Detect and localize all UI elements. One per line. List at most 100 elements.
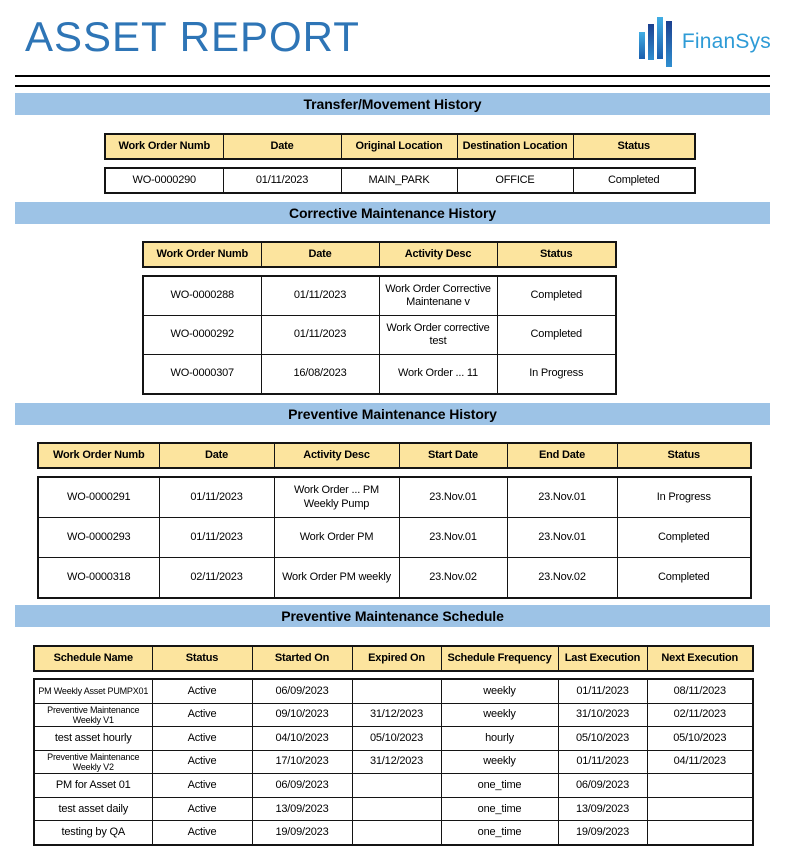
table-cell: 01/11/2023 <box>557 749 648 775</box>
table-row: test asset hourly Active 04/10/2023 05/10/2… <box>33 726 754 751</box>
table-cell: WO-0000290 <box>104 167 224 194</box>
table-cell: 23.Nov.01 <box>506 517 618 558</box>
section-transfer-history: Transfer/Movement History Work Order Num… <box>0 93 785 194</box>
corrective-history-table: Work Order Numb Date Activity Desc Status WO… <box>142 241 617 395</box>
table-cell: WO-0000318 <box>37 557 160 599</box>
table-row: Preventive Maintenance Weekly V2 Active 17… <box>33 749 754 775</box>
table-cell: 09/10/2023 <box>251 702 353 728</box>
table-cell <box>351 820 442 846</box>
corrective-history-banner: Corrective Maintenance History <box>15 202 770 224</box>
table-cell: 02/11/2023 <box>158 557 275 599</box>
table-cell: 01/11/2023 <box>158 476 275 518</box>
finansys-logo: FinanSys <box>638 16 771 68</box>
column-header: Expired On <box>351 645 442 672</box>
section-preventive-history: Preventive Maintenance History Work Orde… <box>0 403 785 599</box>
column-header: Status <box>151 645 253 672</box>
table-row: PM Weekly Asset PUMPX01 Active 06/09/2023 w… <box>33 678 754 704</box>
table-row: WO-0000288 01/11/2023 Work Order Correctiv… <box>142 275 617 316</box>
table-header-row: Work Order Numb Date Original Location Dest… <box>104 133 696 160</box>
divider-rule-top <box>15 75 770 77</box>
table-cell: PM Weekly Asset PUMPX01 <box>33 678 153 704</box>
column-header: Date <box>260 241 380 268</box>
table-cell: Active <box>151 773 253 798</box>
table-cell: 05/10/2023 <box>646 726 754 751</box>
table-cell: one_time <box>440 796 559 822</box>
column-header: Schedule Name <box>33 645 153 672</box>
column-header: Date <box>222 133 342 160</box>
table-body: WO-0000291 01/11/2023 Work Order ... PM We… <box>37 476 752 599</box>
column-header: Start Date <box>398 442 508 469</box>
table-row: WO-0000318 02/11/2023 Work Order PM weekly… <box>37 557 752 599</box>
table-cell <box>646 773 754 798</box>
table-cell: WO-0000292 <box>142 315 262 355</box>
table-cell: Active <box>151 820 253 846</box>
preventive-schedule-table: Schedule Name Status Started On Expired On S… <box>33 645 754 846</box>
column-header: Started On <box>251 645 353 672</box>
table-cell: 19/09/2023 <box>251 820 353 846</box>
table-cell: 05/10/2023 <box>351 726 442 751</box>
table-cell: Work Order Corrective Maintenane v <box>378 275 498 316</box>
table-cell: Active <box>151 702 253 728</box>
table-cell: weekly <box>440 678 559 704</box>
column-header: Status <box>616 442 752 469</box>
table-cell: 06/09/2023 <box>557 773 648 798</box>
table-cell <box>646 820 754 846</box>
table-cell: 01/11/2023 <box>260 275 380 316</box>
table-body: WO-0000288 01/11/2023 Work Order Correctiv… <box>142 275 617 395</box>
table-cell: Preventive Maintenance Weekly V2 <box>33 749 153 775</box>
table-cell: 23.Nov.01 <box>398 476 508 518</box>
table-cell: 31/10/2023 <box>557 702 648 728</box>
table-cell: 13/09/2023 <box>557 796 648 822</box>
table-cell: 01/11/2023 <box>158 517 275 558</box>
table-cell: 31/12/2023 <box>351 702 442 728</box>
table-cell: 23.Nov.02 <box>506 557 618 599</box>
table-cell: 06/09/2023 <box>251 678 353 704</box>
table-cell: 13/09/2023 <box>251 796 353 822</box>
table-cell: Completed <box>496 315 617 355</box>
column-header: Work Order Numb <box>104 133 224 160</box>
table-cell: 01/11/2023 <box>260 315 380 355</box>
table-row: WO-0000291 01/11/2023 Work Order ... PM We… <box>37 476 752 518</box>
table-cell: 04/11/2023 <box>646 749 754 775</box>
table-cell: Work Order corrective test <box>378 315 498 355</box>
table-cell: 17/10/2023 <box>251 749 353 775</box>
table-row: testing by QA Active 19/09/2023 one_time 19/… <box>33 820 754 846</box>
table-cell <box>351 796 442 822</box>
table-cell: 08/11/2023 <box>646 678 754 704</box>
table-cell: 23.Nov.01 <box>398 517 508 558</box>
column-header: Activity Desc <box>378 241 498 268</box>
table-cell: OFFICE <box>456 167 574 194</box>
table-row: WO-0000307 16/08/2023 Work Order ... 11 In … <box>142 354 617 395</box>
table-cell: Active <box>151 749 253 775</box>
column-header: Status <box>572 133 696 160</box>
table-cell: 02/11/2023 <box>646 702 754 728</box>
finansys-logo-icon <box>638 16 675 68</box>
table-cell <box>351 678 442 704</box>
section-preventive-schedule: Preventive Maintenance Schedule Schedule… <box>0 605 785 846</box>
table-cell: WO-0000288 <box>142 275 262 316</box>
table-cell: Work Order ... PM Weekly Pump <box>273 476 400 518</box>
table-cell: Work Order PM weekly <box>273 557 400 599</box>
table-cell: Active <box>151 726 253 751</box>
table-cell: one_time <box>440 773 559 798</box>
table-row: test asset daily Active 13/09/2023 one_time… <box>33 796 754 822</box>
table-cell: weekly <box>440 749 559 775</box>
table-cell: 23.Nov.01 <box>506 476 618 518</box>
transfer-history-banner: Transfer/Movement History <box>15 93 770 115</box>
column-header: End Date <box>506 442 618 469</box>
table-cell: test asset hourly <box>33 726 153 751</box>
column-header: Activity Desc <box>273 442 400 469</box>
table-cell: testing by QA <box>33 820 153 846</box>
table-cell: 01/11/2023 <box>222 167 342 194</box>
column-header: Date <box>158 442 275 469</box>
table-cell: 19/09/2023 <box>557 820 648 846</box>
table-cell: 06/09/2023 <box>251 773 353 798</box>
column-header: Work Order Numb <box>142 241 262 268</box>
table-cell: WO-0000293 <box>37 517 160 558</box>
report-header: ASSET REPORT FinanSys <box>0 0 785 68</box>
finansys-logo-text: FinanSys <box>681 30 771 53</box>
table-cell: Completed <box>572 167 696 194</box>
table-cell: Completed <box>496 275 617 316</box>
transfer-history-table: Work Order Numb Date Original Location Dest… <box>104 133 696 194</box>
table-cell: Completed <box>616 557 752 599</box>
